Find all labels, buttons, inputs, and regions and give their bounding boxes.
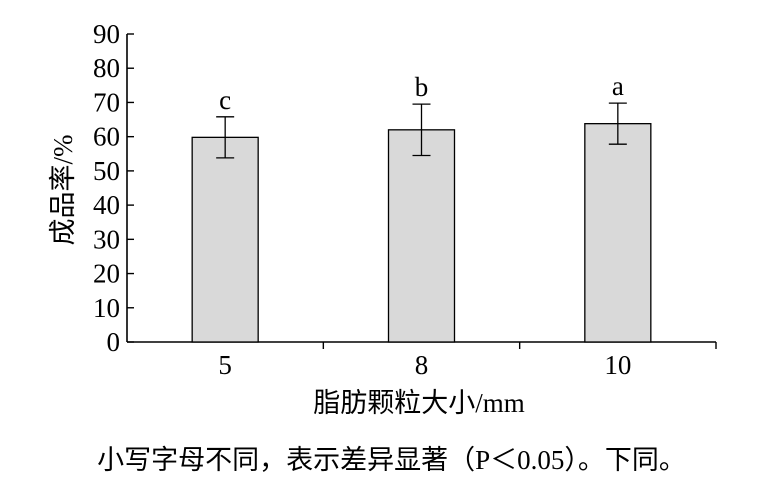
significance-letter: b <box>415 72 429 102</box>
significance-letter: a <box>612 71 624 101</box>
y-tick-label: 70 <box>93 87 120 117</box>
y-tick-label: 60 <box>93 122 120 152</box>
chart-area: 0 10 20 30 40 50 60 70 80 90 5 8 10 c b a 脂肪颗粒大小/mm 成… <box>48 19 717 418</box>
bar <box>584 123 652 343</box>
bar <box>387 129 456 343</box>
bars <box>191 123 652 343</box>
y-tick-label: 90 <box>93 19 120 49</box>
x-axis: 5 8 10 <box>127 341 717 380</box>
y-tick-label: 80 <box>93 53 120 83</box>
y-tick-label: 40 <box>93 190 120 220</box>
x-tick-label: 10 <box>604 350 631 380</box>
y-tick-label: 30 <box>93 224 120 254</box>
x-axis-title: 脂肪颗粒大小/mm <box>313 388 525 418</box>
x-tick-label: 8 <box>415 350 429 380</box>
bar <box>191 136 259 343</box>
y-tick-label: 10 <box>93 293 120 323</box>
y-axis-title: 成品率/% <box>48 135 78 246</box>
x-tick-label: 5 <box>218 350 232 380</box>
y-tick-label: 0 <box>107 327 121 357</box>
figure-footnote: 小写字母不同，表示差异显著（P＜0.05）。下同。 <box>97 445 686 475</box>
y-axis: 0 10 20 30 40 50 60 70 80 90 <box>93 19 134 357</box>
significance-letter: c <box>219 85 231 115</box>
error-bars <box>216 102 627 159</box>
y-tick-label: 20 <box>93 259 120 289</box>
bar-chart: 0 10 20 30 40 50 60 70 80 90 5 8 10 c b a 脂肪颗粒大小/mm 成… <box>48 19 717 418</box>
y-tick-label: 50 <box>93 156 120 186</box>
